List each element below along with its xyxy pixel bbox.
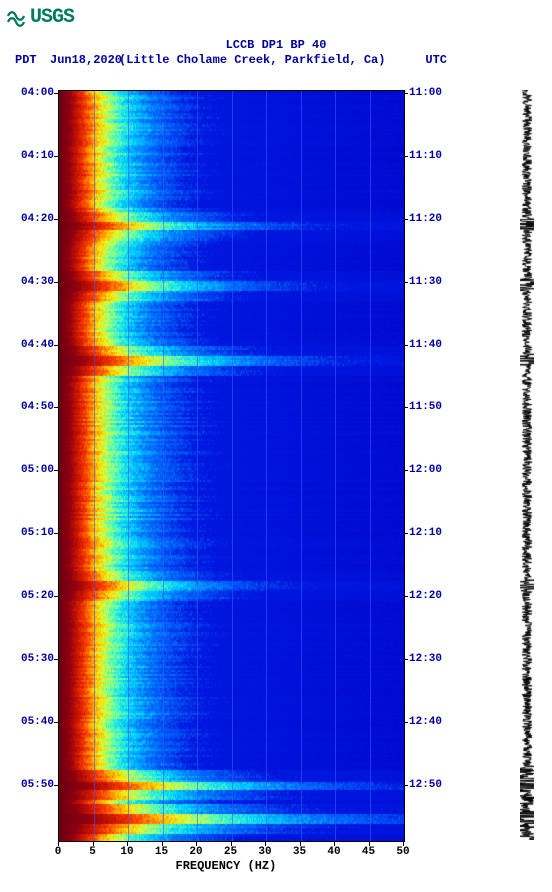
usgs-wave-icon <box>6 8 28 28</box>
x-tick: 50 <box>388 846 418 858</box>
y-tick-left: 05:30 <box>21 653 54 665</box>
gridline <box>335 91 336 841</box>
usgs-text: USGS <box>30 6 74 29</box>
y-tick-left: 05:50 <box>21 779 54 791</box>
right-tz-label: UTC <box>425 53 447 67</box>
y-tick-right: 11:50 <box>409 401 442 413</box>
y-tick-left: 05:10 <box>21 527 54 539</box>
usgs-logo: USGS <box>6 6 74 29</box>
gridline <box>232 91 233 841</box>
gridline <box>197 91 198 841</box>
x-tick: 35 <box>285 846 315 858</box>
x-tick: 0 <box>43 846 73 858</box>
left-tz-label: PDT <box>15 53 37 67</box>
y-tick-left: 04:50 <box>21 401 54 413</box>
x-tick: 10 <box>112 846 142 858</box>
y-tick-right: 11:20 <box>409 213 442 225</box>
y-tick-left: 04:40 <box>21 339 54 351</box>
y-tick-left: 04:20 <box>21 213 54 225</box>
gridline <box>128 91 129 841</box>
gridline <box>266 91 267 841</box>
gridline <box>94 91 95 841</box>
x-tick: 40 <box>319 846 349 858</box>
gridline <box>370 91 371 841</box>
y-tick-right: 11:00 <box>409 87 442 99</box>
y-tick-right: 12:20 <box>409 590 442 602</box>
gridline <box>163 91 164 841</box>
date-label: Jun18,2020 <box>50 53 122 67</box>
x-tick: 15 <box>147 846 177 858</box>
y-tick-right: 12:50 <box>409 779 442 791</box>
y-tick-left: 05:20 <box>21 590 54 602</box>
y-tick-left: 05:00 <box>21 464 54 476</box>
seismogram-strip <box>520 90 534 840</box>
x-tick: 30 <box>250 846 280 858</box>
x-axis-label: FREQUENCY (HZ) <box>176 859 277 873</box>
y-tick-right: 12:30 <box>409 653 442 665</box>
y-tick-right: 12:00 <box>409 464 442 476</box>
x-tick: 5 <box>78 846 108 858</box>
location-label: (Little Cholame Creek, Parkfield, Ca) <box>119 53 385 67</box>
x-tick: 25 <box>216 846 246 858</box>
x-tick: 45 <box>354 846 384 858</box>
y-tick-left: 05:40 <box>21 716 54 728</box>
spectrogram-plot <box>58 90 405 842</box>
y-tick-right: 11:30 <box>409 276 442 288</box>
y-tick-left: 04:30 <box>21 276 54 288</box>
chart-title: LCCB DP1 BP 40 <box>0 38 552 52</box>
y-tick-right: 11:40 <box>409 339 442 351</box>
x-tick: 20 <box>181 846 211 858</box>
y-tick-right: 12:10 <box>409 527 442 539</box>
y-tick-right: 11:10 <box>409 150 442 162</box>
y-tick-left: 04:10 <box>21 150 54 162</box>
y-tick-left: 04:00 <box>21 87 54 99</box>
y-tick-right: 12:40 <box>409 716 442 728</box>
gridline <box>301 91 302 841</box>
